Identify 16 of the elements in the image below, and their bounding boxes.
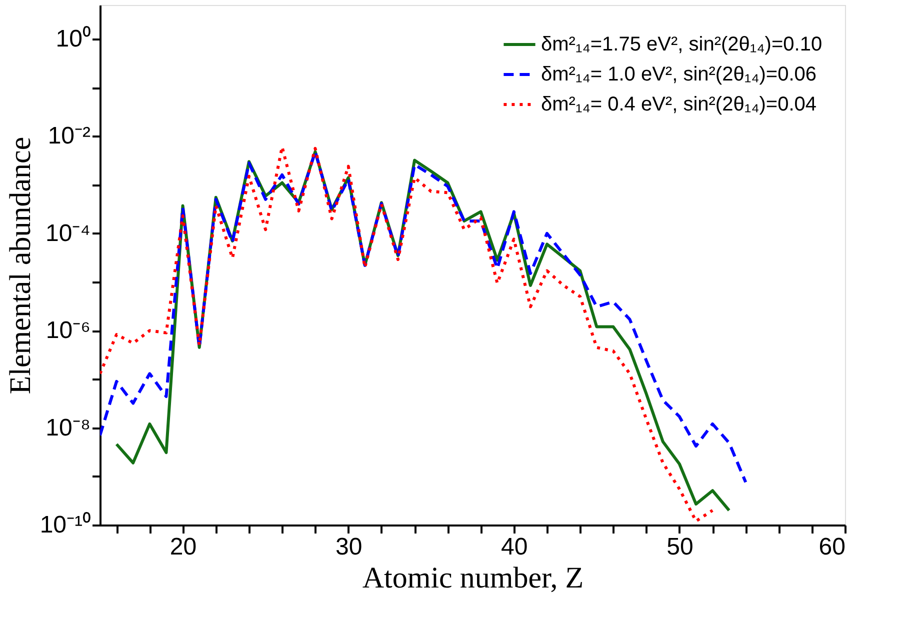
x-tick-label: 50 bbox=[666, 534, 694, 560]
legend-label: δm²₁₄= 0.4 eV², sin²(2θ₁₄)=0.04 bbox=[541, 94, 817, 116]
y-tick-label: 10⁻² bbox=[48, 122, 91, 150]
legend-label: δm²₁₄=1.75 eV², sin²(2θ₁₄)=0.10 bbox=[541, 34, 822, 56]
y-axis-title: Elemental abundance bbox=[4, 136, 37, 394]
legend-label: δm²₁₄= 1.0 eV², sin²(2θ₁₄)=0.06 bbox=[541, 64, 817, 86]
x-axis-title: Atomic number, Z bbox=[362, 562, 584, 594]
x-tick-label: 40 bbox=[501, 534, 528, 560]
x-tick-label: 30 bbox=[335, 534, 362, 560]
x-tick-label: 20 bbox=[170, 534, 197, 560]
y-tick-label: 10⁻⁸ bbox=[46, 414, 90, 442]
y-tick-label: 10⁻⁶ bbox=[46, 317, 90, 344]
y-tick-label: 10⁻⁴ bbox=[45, 220, 90, 247]
x-tick-label: 60 bbox=[818, 534, 846, 560]
y-tick-label: 10⁰ bbox=[56, 25, 90, 52]
y-tick-label: 10⁻¹⁰ bbox=[40, 512, 90, 538]
